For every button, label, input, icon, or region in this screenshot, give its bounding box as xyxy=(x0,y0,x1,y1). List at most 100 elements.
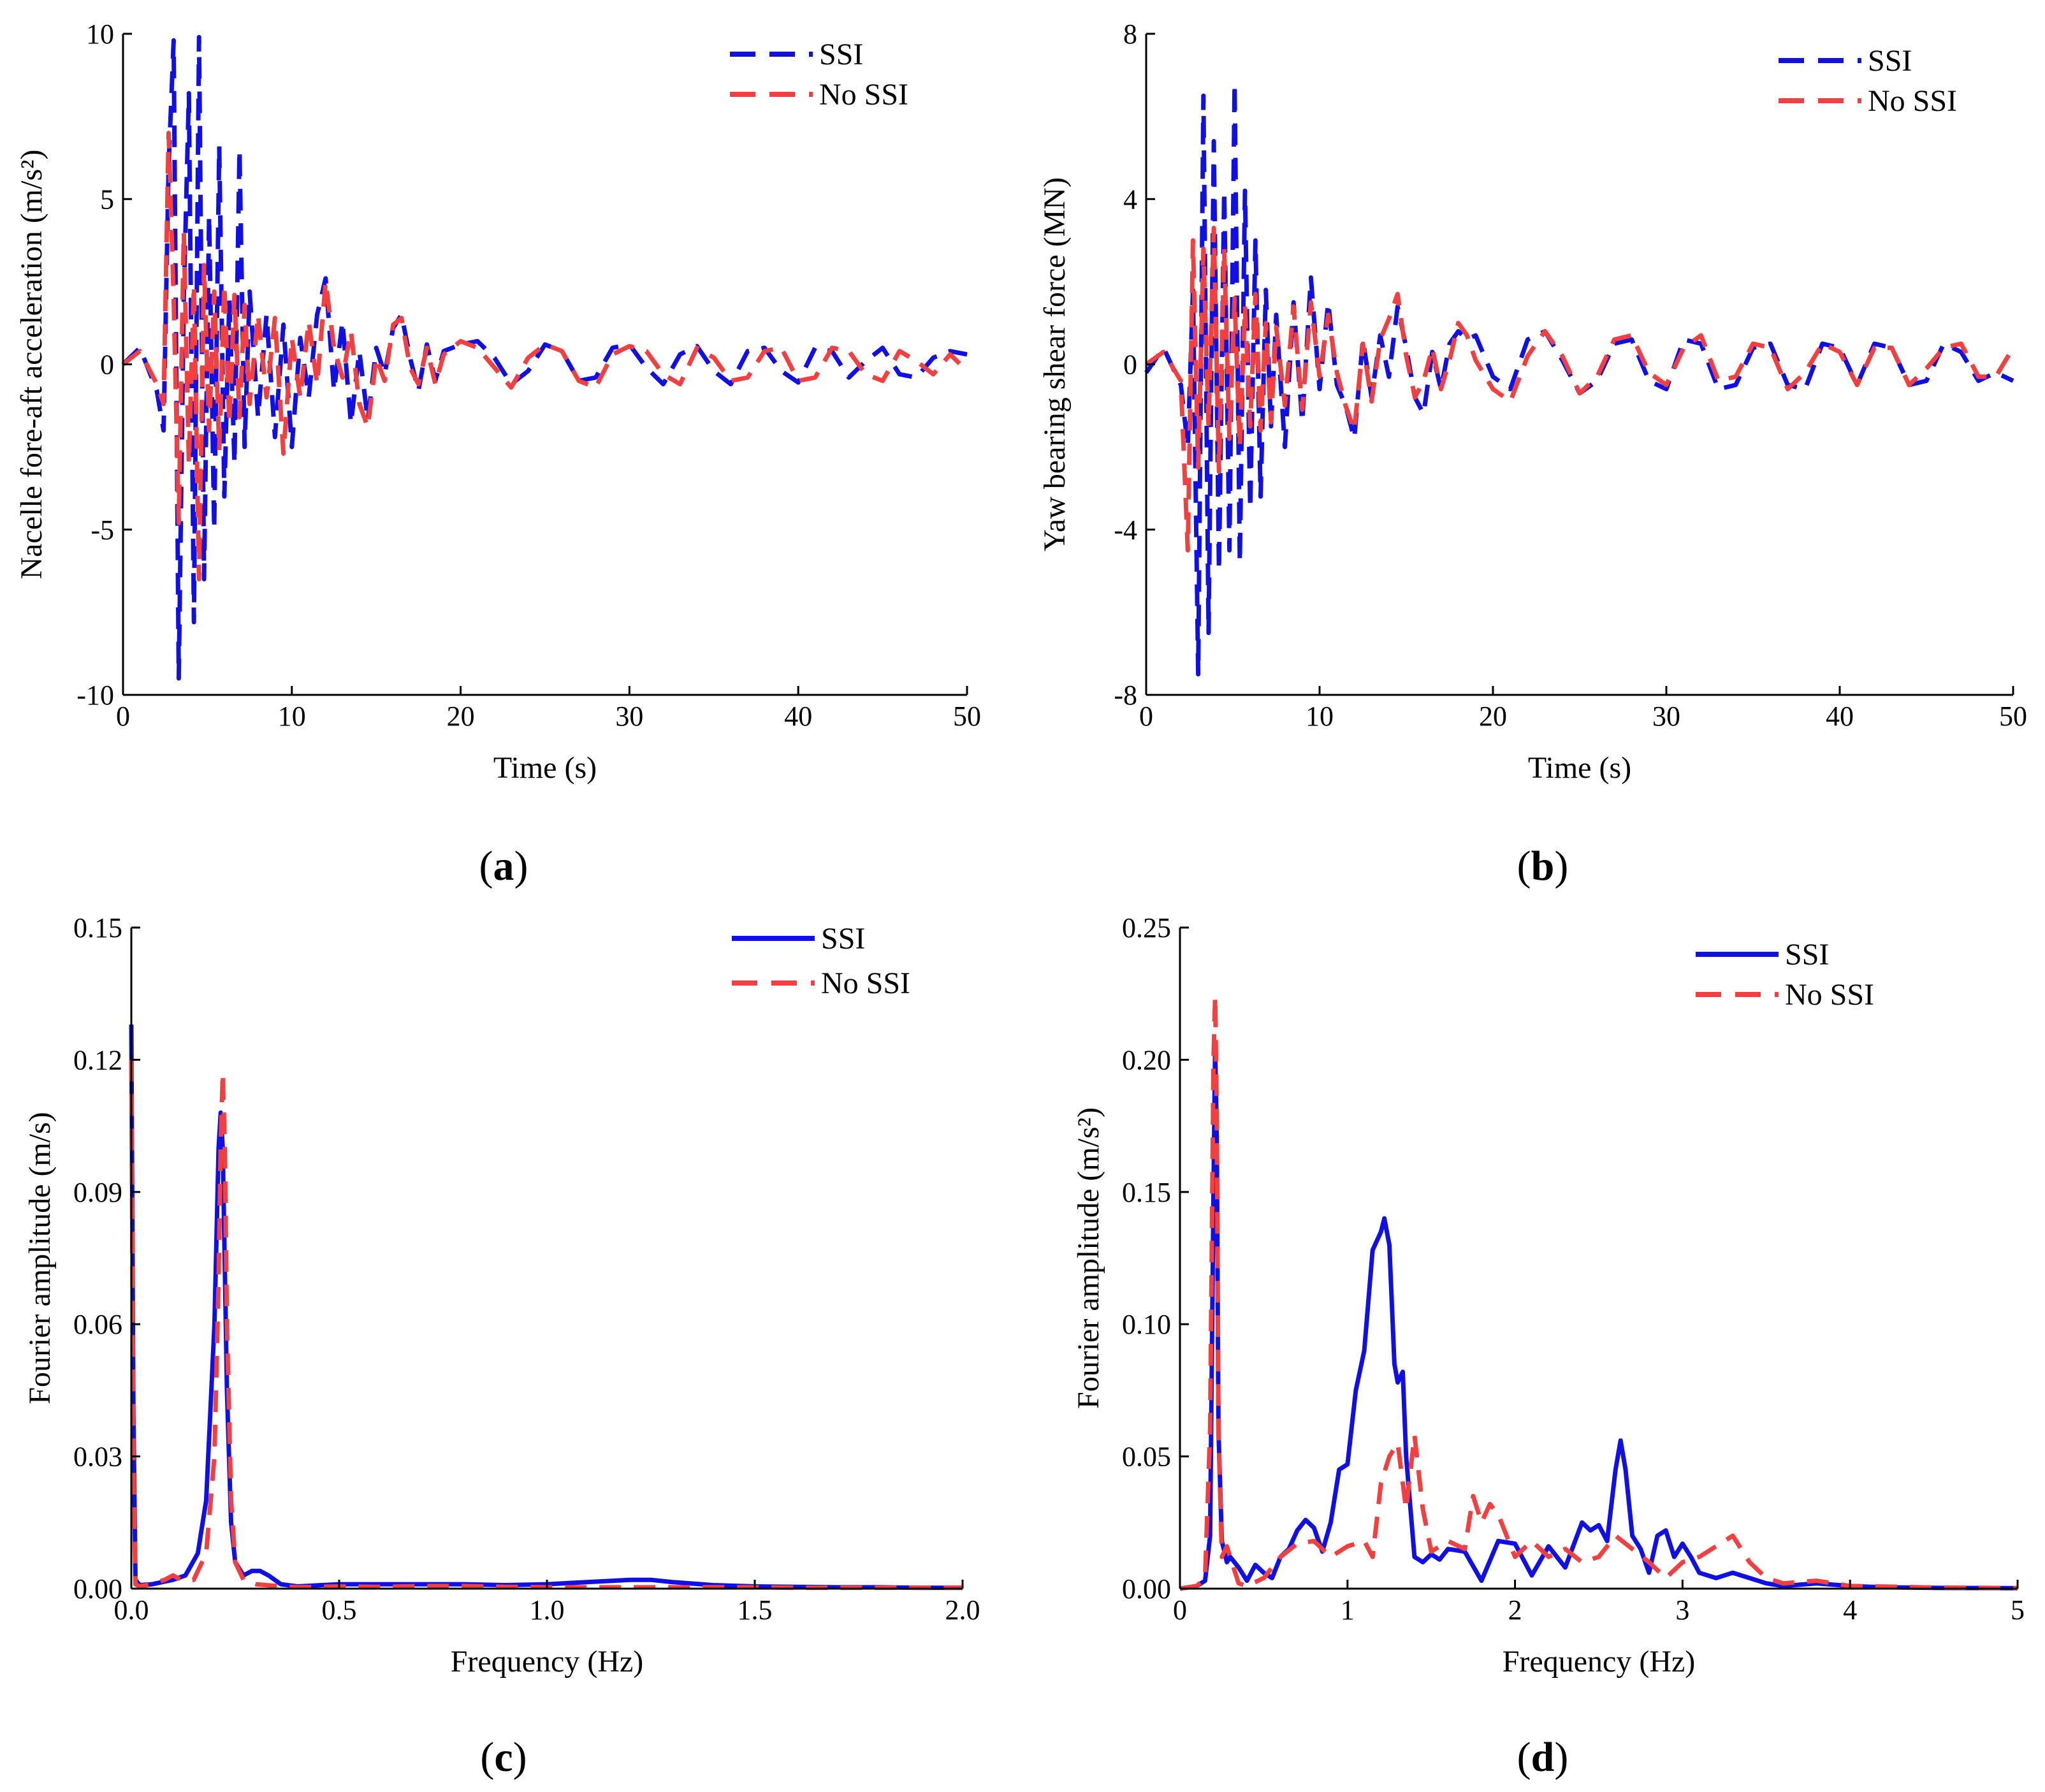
panel-c-x-tick-label: 1.0 xyxy=(530,1594,565,1626)
panel-c-label-letter: c xyxy=(494,1734,513,1781)
panel-b: 0 10 20 30 40 50 -8 -4 0 4 8 SSI No SSI Time (s) Y… xyxy=(1038,18,2027,889)
panel-d-label-open: ( xyxy=(1517,1734,1531,1781)
panel-a-y-tick-label: -10 xyxy=(76,680,114,711)
panel-d-y-tick-label: 0.25 xyxy=(1122,912,1171,943)
panel-d-legend: SSI No SSI xyxy=(1696,938,1874,1012)
panel-b-label: (b) xyxy=(1517,843,1569,889)
panel-c-y-tick-label: 0.12 xyxy=(73,1044,122,1075)
panel-d-axes: 0 1 2 3 4 5 0.00 0.05 0.10 0.15 0.20 0.25 xyxy=(1122,912,2025,1626)
panel-b-y-axis-label: Yaw bearing shear force (MN) xyxy=(1038,177,1072,551)
panel-c-legend-nossi-label: No SSI xyxy=(821,966,910,1000)
panel-a-x-tick-label: 20 xyxy=(447,701,475,732)
panel-c-y-tick-label: 0.09 xyxy=(73,1177,122,1208)
panel-c-label-close: ) xyxy=(513,1734,527,1781)
panel-d-x-tick-label: 0 xyxy=(1173,1594,1187,1626)
panel-b-legend-ssi-label: SSI xyxy=(1868,44,1912,78)
panel-a-legend-ssi-label: SSI xyxy=(819,38,863,71)
panel-a-x-tick-label: 40 xyxy=(784,701,812,732)
panel-a-x-tick-label: 30 xyxy=(615,701,643,732)
panel-b-x-tick-label: 40 xyxy=(1826,701,1854,732)
panel-b-x-tick-label: 20 xyxy=(1479,701,1507,732)
panel-c-label-open: ( xyxy=(480,1734,494,1781)
panel-b-x-tick-label: 50 xyxy=(1999,701,2027,732)
panel-c-y-tick-label: 0.03 xyxy=(73,1441,122,1473)
panel-d-label-close: ) xyxy=(1554,1734,1568,1781)
panel-a-label-open: ( xyxy=(479,843,493,889)
panel-d-y-tick-label: 0.20 xyxy=(1122,1044,1171,1075)
panel-c-legend-ssi-label: SSI xyxy=(821,922,865,956)
panel-d-x-tick-label: 5 xyxy=(2011,1594,2025,1626)
panel-a-x-tick-label: 0 xyxy=(116,701,130,732)
panel-b-series xyxy=(1144,81,2016,677)
panel-c-series-nossi-line xyxy=(129,1060,963,1591)
panel-c: 0.0 0.5 1.0 1.5 2.00.000.030.060.090.120.15 … xyxy=(23,912,980,1781)
panel-d-x-tick-label: 3 xyxy=(1675,1594,1689,1626)
panel-d-series-ssi-line xyxy=(1179,1044,2018,1591)
panel-b-x-tick-label: 30 xyxy=(1652,701,1680,732)
panel-c-x-tick-label: 2.0 xyxy=(945,1594,980,1626)
panel-d-y-tick-label: 0.05 xyxy=(1122,1441,1171,1473)
panel-a-y-axis-label: Nacelle fore-aft acceleration (m/s²) xyxy=(15,150,48,579)
panel-a-x-axis-label: Time (s) xyxy=(493,751,597,785)
panel-b-series-ssi-line xyxy=(1144,81,2014,677)
panel-c-x-tick-label: 1.5 xyxy=(738,1594,773,1626)
panel-c-y-axis-label: Fourier amplitude (m/s) xyxy=(23,1112,57,1404)
panel-c-series xyxy=(129,1024,963,1591)
panel-b-label-open: ( xyxy=(1517,843,1531,889)
panel-b-x-axis-label: Time (s) xyxy=(1528,751,1631,785)
panel-a-series xyxy=(121,34,969,681)
panel-c-y-tick-label: 0.00 xyxy=(73,1573,122,1605)
panel-a-label-close: ) xyxy=(514,843,528,889)
panel-c-label: (c) xyxy=(480,1734,527,1781)
panel-d-label-letter: d xyxy=(1531,1734,1555,1781)
panel-d-series-nossi-line xyxy=(1179,994,2018,1591)
panel-b-legend-nossi-label: No SSI xyxy=(1868,84,1957,118)
panel-b-label-letter: b xyxy=(1531,843,1555,889)
panel-d-x-tick-label: 2 xyxy=(1508,1594,1522,1626)
panel-d-series xyxy=(1179,994,2018,1591)
panel-b-y-tick-label: -4 xyxy=(1114,514,1137,546)
panel-b-x-tick-label: 0 xyxy=(1139,701,1153,732)
panel-b-y-tick-label: -8 xyxy=(1114,680,1137,711)
panel-d-x-tick-label: 1 xyxy=(1341,1594,1355,1626)
panel-c-x-tick-label: 0.5 xyxy=(322,1594,357,1626)
panel-d-y-tick-label: 0.10 xyxy=(1122,1309,1171,1340)
panel-d-x-axis-label: Frequency (Hz) xyxy=(1503,1645,1696,1679)
panel-c-legend: SSI No SSI xyxy=(732,922,910,1000)
panel-a-label-letter: a xyxy=(493,843,514,889)
panel-a-x-tick-label: 10 xyxy=(278,701,306,732)
panel-a-legend-nossi-label: No SSI xyxy=(819,78,908,112)
panel-a-y-tick-label: 10 xyxy=(86,18,114,50)
panel-c-x-axis-label: Frequency (Hz) xyxy=(451,1645,644,1679)
panel-c-axes: 0.0 0.5 1.0 1.5 2.0 0.00 0.03 0.06 0.09 0.12 0.15 xyxy=(73,912,980,1626)
panel-b-series-nossi-line xyxy=(1144,226,2016,553)
panel-d-y-tick-label: 0.00 xyxy=(1122,1573,1171,1605)
panel-c-x-tick-label: 0.0 xyxy=(114,1594,149,1626)
panel-d-label: (d) xyxy=(1517,1734,1569,1781)
panel-b-legend: SSI No SSI xyxy=(1779,44,1957,118)
panel-b-label-close: ) xyxy=(1554,843,1568,889)
panel-c-y-tick-label: 0.15 xyxy=(73,912,122,943)
panel-b-y-tick-label: 0 xyxy=(1123,349,1137,381)
panel-a-y-tick-label: 5 xyxy=(100,184,114,215)
panel-a-label: (a) xyxy=(479,843,528,889)
panel-a-y-tick-label: -5 xyxy=(91,514,114,546)
panel-d-y-tick-label: 0.15 xyxy=(1122,1177,1171,1208)
panel-d-legend-nossi-label: No SSI xyxy=(1785,978,1874,1012)
panel-b-x-tick-label: 10 xyxy=(1306,701,1334,732)
panel-a: 0 10 20 30 40 50 -10 -5 0 5 10 SSI No SSI Time (s)… xyxy=(15,18,981,889)
panel-a-axes: 0 10 20 30 40 50 -10 -5 0 5 10 xyxy=(76,18,981,732)
panel-d: 0 1 2 3 4 5 0.00 0.05 0.10 0.15 0.20 0.25 SSI No SS… xyxy=(1072,912,2025,1781)
panel-c-series-ssi-line xyxy=(129,1024,963,1591)
panel-b-y-tick-label: 4 xyxy=(1123,184,1137,215)
panel-d-y-axis-label: Fourier amplitude (m/s²) xyxy=(1072,1107,1105,1409)
panel-d-legend-ssi-label: SSI xyxy=(1785,938,1829,972)
panel-c-y-tick-label: 0.06 xyxy=(73,1309,122,1340)
panel-a-y-tick-label: 0 xyxy=(100,349,114,381)
panel-a-x-tick-label: 50 xyxy=(953,701,981,732)
panel-b-axes: 0 10 20 30 40 50 -8 -4 0 4 8 xyxy=(1114,18,2027,732)
panel-d-x-tick-label: 4 xyxy=(1843,1594,1857,1626)
panel-a-legend: SSI No SSI xyxy=(730,38,908,112)
